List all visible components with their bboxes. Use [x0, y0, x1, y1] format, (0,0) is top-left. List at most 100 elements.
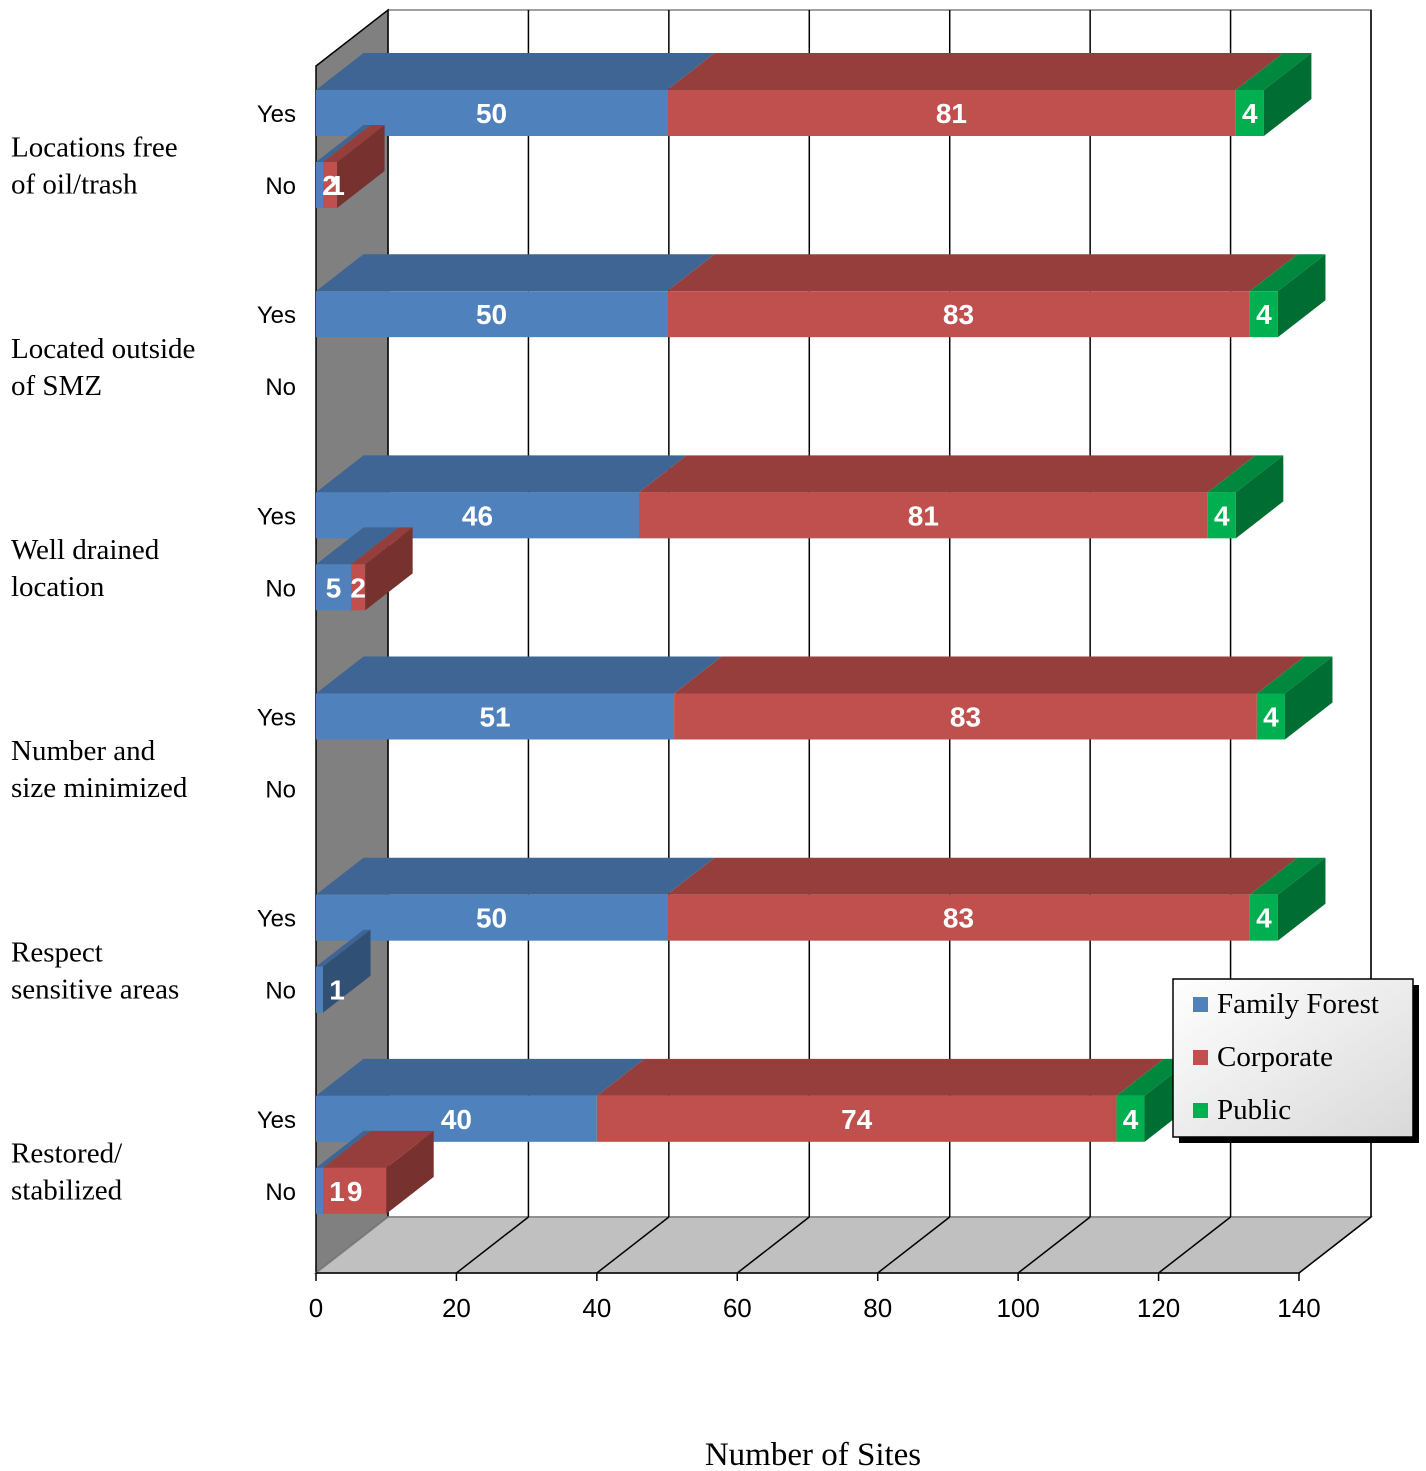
- legend-label: Family Forest: [1217, 988, 1379, 1020]
- bar-segment: [1235, 90, 1264, 136]
- data-label: 4: [1242, 98, 1258, 129]
- bar-side: [1277, 857, 1326, 941]
- x-tick-label: 20: [442, 1293, 471, 1323]
- bar-side: [386, 1130, 434, 1214]
- bar-top: [316, 254, 715, 292]
- bar-side: [1277, 254, 1326, 338]
- bar-segment: [316, 894, 668, 941]
- bar-side: [1263, 53, 1312, 136]
- floor-gridline: [877, 1216, 951, 1274]
- row-label-yes: Yes: [257, 101, 296, 128]
- bar-segment: [674, 693, 1257, 740]
- row-label-no: No: [265, 374, 296, 401]
- bar-top: [316, 527, 399, 565]
- gridlines: [315, 10, 1372, 1281]
- bar-top: [316, 53, 715, 90]
- x-tick-label: 120: [1137, 1293, 1180, 1323]
- row-label-no: No: [265, 173, 296, 200]
- data-label: 2: [350, 572, 366, 603]
- bar-segment: [316, 291, 668, 338]
- bar-top: [351, 527, 413, 565]
- bar-side: [1284, 656, 1333, 740]
- bar-side: [1235, 455, 1284, 539]
- data-label: 81: [908, 500, 939, 531]
- data-label: 5: [326, 572, 342, 603]
- bar-top: [1249, 857, 1326, 895]
- category-label: Locations free of oil/trash: [11, 132, 178, 201]
- bar-top: [316, 857, 715, 895]
- data-label: 1: [329, 975, 345, 1006]
- data-label: 4: [1123, 1104, 1139, 1135]
- data-label: 1: [329, 170, 345, 201]
- data-label: 2: [322, 170, 338, 201]
- legend-swatch: [1193, 997, 1208, 1012]
- bar-side: [323, 929, 371, 1013]
- data-label: 4: [1256, 299, 1272, 330]
- floor-gridline: [1158, 1216, 1232, 1274]
- bar-top: [667, 53, 1284, 90]
- bar-top: [1256, 656, 1333, 694]
- data-label: 1: [329, 1176, 345, 1207]
- bar-segment: [667, 90, 1236, 136]
- data-label: 83: [943, 299, 974, 330]
- x-tick-label: 0: [309, 1293, 323, 1323]
- row-label-yes: Yes: [257, 503, 296, 530]
- bar-segment: [1249, 894, 1278, 941]
- bar-segment: [596, 1095, 1117, 1142]
- bar-segment: [667, 291, 1250, 338]
- bar-segment: [1256, 693, 1285, 740]
- bar-segment: [1249, 291, 1278, 338]
- row-label-yes: Yes: [257, 906, 296, 933]
- data-label: 4: [1263, 702, 1279, 733]
- floor: [313, 1216, 1374, 1274]
- row-label-yes: Yes: [257, 705, 296, 732]
- bar-side: [365, 527, 413, 611]
- bar-top: [316, 1058, 645, 1096]
- category-label: Respect sensitive areas: [11, 936, 179, 1005]
- legend-swatch: [1193, 1050, 1208, 1065]
- bar-segment: [316, 564, 352, 611]
- x-tick-label: 140: [1277, 1293, 1320, 1323]
- bar-segment: [316, 162, 324, 208]
- data-label: 40: [441, 1104, 472, 1135]
- bar-top: [323, 125, 385, 162]
- bar-top: [1235, 53, 1312, 90]
- data-label: 74: [841, 1104, 873, 1135]
- bar-segment: [667, 894, 1250, 941]
- row-label-no: No: [265, 777, 296, 804]
- bar-top: [1207, 455, 1284, 493]
- bar-segment: [1207, 492, 1236, 539]
- x-axis-title: Number of Sites: [705, 1437, 921, 1471]
- bar-top: [323, 1130, 434, 1168]
- bar-top: [316, 125, 371, 162]
- legend-label: Corporate: [1217, 1041, 1333, 1073]
- data-label: 50: [476, 299, 507, 330]
- data-label: 9: [347, 1176, 363, 1207]
- bar-segment: [316, 966, 324, 1013]
- category-label: Number and size minimized: [11, 735, 188, 804]
- row-label-no: No: [265, 978, 296, 1005]
- bar-segment: [638, 492, 1208, 539]
- legend-label: Public: [1217, 1094, 1291, 1126]
- floor-gridline: [1298, 1216, 1372, 1274]
- category-label: Restored/stabilized: [11, 1137, 123, 1206]
- row-label-no: No: [265, 575, 296, 602]
- bar-top: [316, 656, 722, 694]
- row-label-no: No: [265, 1179, 296, 1206]
- row-label-yes: Yes: [257, 1107, 296, 1134]
- bar-top: [667, 254, 1298, 292]
- x-tick-label: 60: [723, 1293, 752, 1323]
- data-label: 83: [950, 702, 981, 733]
- data-label: 50: [476, 98, 507, 129]
- bar-top: [674, 656, 1305, 694]
- legend-swatch: [1193, 1103, 1208, 1118]
- bar-top: [316, 1130, 371, 1168]
- floor-gridline: [736, 1216, 810, 1274]
- bar-top: [596, 1058, 1164, 1096]
- bar-segment: [323, 162, 338, 208]
- legend-box: [1172, 978, 1414, 1138]
- data-label: 46: [462, 500, 493, 531]
- x-tick-label: 80: [863, 1293, 892, 1323]
